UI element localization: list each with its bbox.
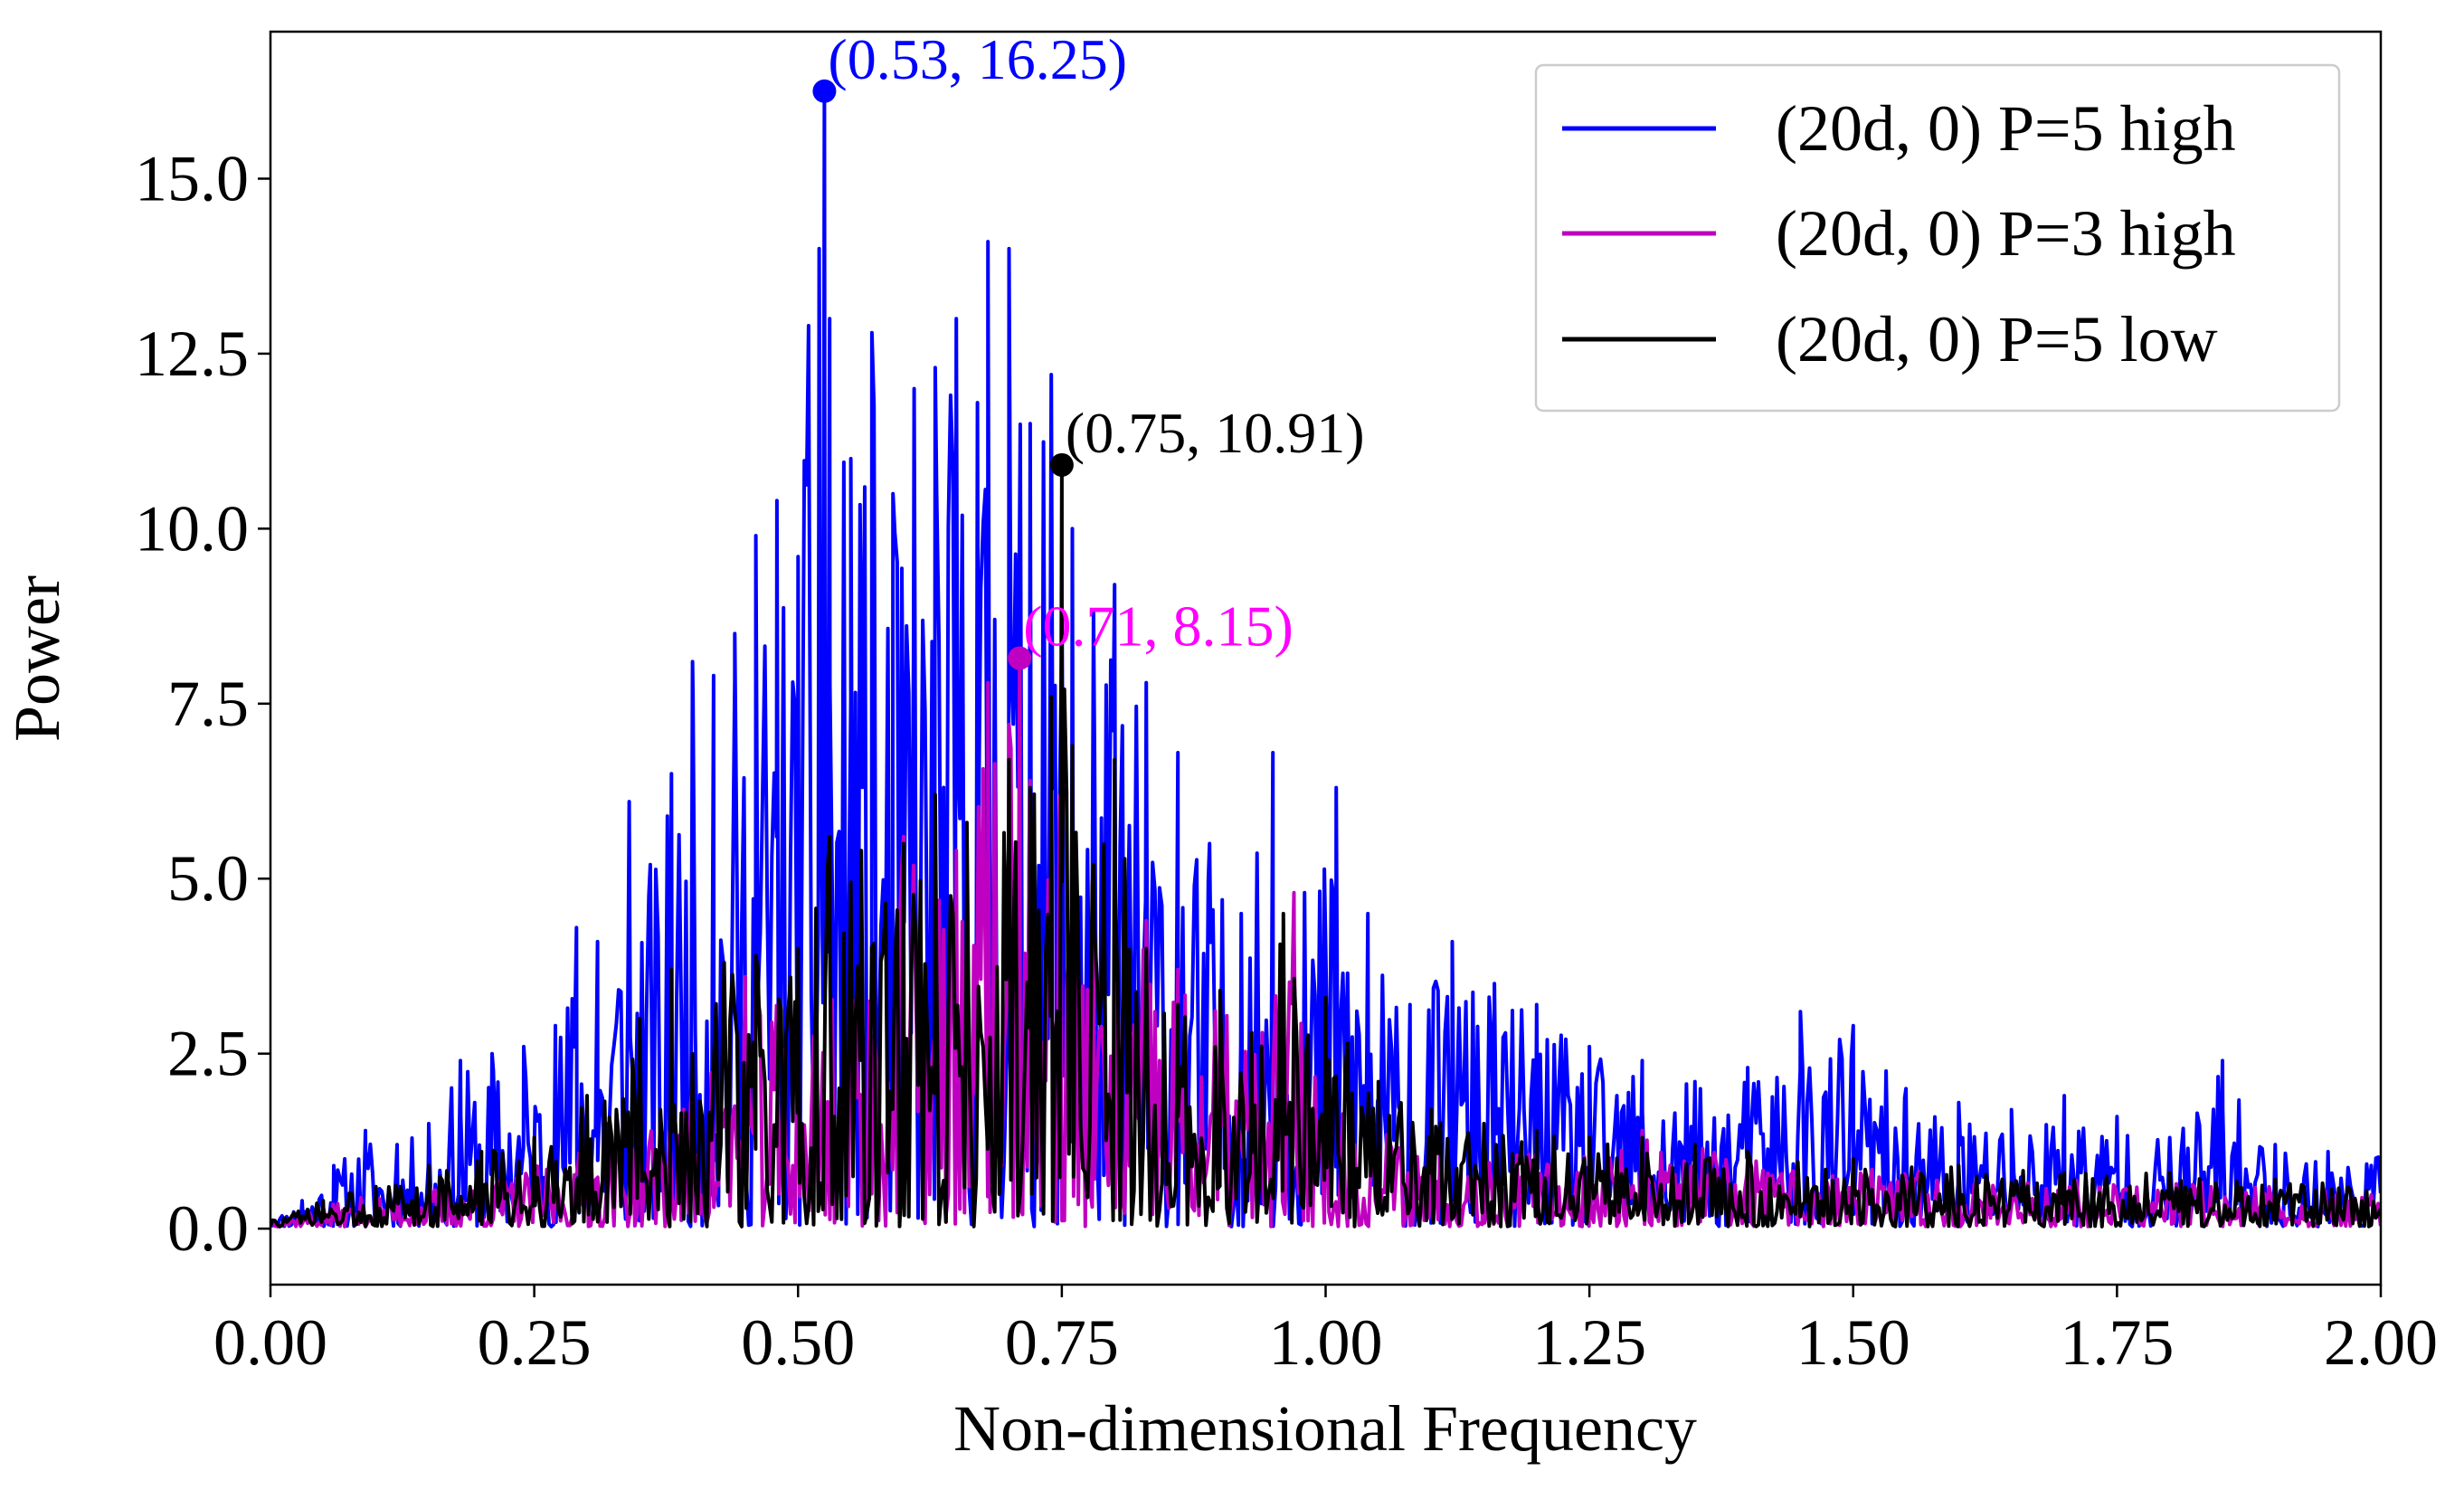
y-axis: 0.0 2.5 5.0 7.5 10.0 12.5 15.0 — [135, 142, 270, 1265]
series-layer — [270, 89, 2381, 1229]
y-tick-label: 2.5 — [167, 1018, 249, 1090]
peak-annotation-p3-high: (0.71, 8.15) — [1023, 594, 1294, 659]
x-tick-label: 1.25 — [1532, 1306, 1646, 1379]
y-axis-label: Power — [1, 575, 73, 742]
legend: (20d, 0) P=5 high (20d, 0) P=3 high (20d… — [1534, 63, 2341, 413]
peak-annotation-p5-high: (0.53, 16.25) — [828, 27, 1127, 91]
legend-frame — [1534, 63, 2341, 413]
x-tick-label: 0.25 — [478, 1306, 592, 1379]
x-tick-label: 0.00 — [213, 1306, 327, 1379]
x-axis: 0.00 0.25 0.50 0.75 1.00 1.25 1.50 1.75 2.00 — [213, 1285, 2438, 1379]
peak-marker — [812, 79, 837, 103]
x-tick-label: 1.75 — [2060, 1306, 2174, 1379]
annotation-layer: (0.53, 16.25) (0.75, 10.91) (0.71, 8.15) — [812, 27, 1365, 670]
x-tick-label: 1.00 — [1269, 1306, 1383, 1379]
y-tick-label: 7.5 — [167, 668, 249, 740]
peak-annotation-p5-low: (0.75, 10.91) — [1066, 401, 1365, 465]
legend-label-p5-high: (20d, 0) P=5 high — [1776, 92, 2236, 165]
peak-marker — [1049, 452, 1074, 477]
x-tick-label: 0.75 — [1005, 1306, 1119, 1379]
y-tick-label: 0.0 — [167, 1192, 249, 1265]
series-line-p5-low — [270, 462, 2381, 1229]
y-tick-label: 15.0 — [135, 142, 249, 214]
x-axis-label: Non-dimensional Frequency — [953, 1392, 1697, 1465]
legend-label-p3-high: (20d, 0) P=3 high — [1776, 197, 2236, 270]
peak-marker — [1008, 646, 1032, 670]
x-tick-label: 2.00 — [2324, 1306, 2438, 1379]
y-tick-label: 10.0 — [135, 492, 249, 565]
y-tick-label: 12.5 — [135, 318, 249, 390]
x-tick-label: 0.50 — [741, 1306, 855, 1379]
y-tick-label: 5.0 — [167, 842, 249, 915]
legend-label-p5-low: (20d, 0) P=5 low — [1776, 303, 2218, 375]
x-tick-label: 1.50 — [1796, 1306, 1910, 1379]
